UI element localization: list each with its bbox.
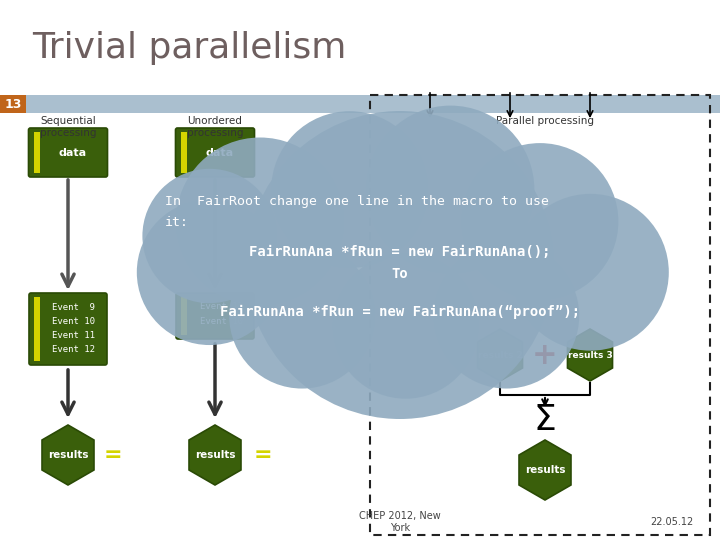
Text: 22.05.12: 22.05.12 xyxy=(650,517,693,527)
FancyBboxPatch shape xyxy=(176,128,254,177)
Text: CHEP 2012, New
York: CHEP 2012, New York xyxy=(359,511,441,533)
Circle shape xyxy=(366,106,534,274)
Text: Parallel processing: Parallel processing xyxy=(496,116,594,126)
Text: FairRunAna *fRun = new FairRunAna();: FairRunAna *fRun = new FairRunAna(); xyxy=(249,245,551,259)
Text: Event 10: Event 10 xyxy=(53,317,96,326)
Bar xyxy=(181,132,186,173)
Text: Unordered
processing: Unordered processing xyxy=(186,116,243,138)
Circle shape xyxy=(512,194,669,350)
Circle shape xyxy=(246,111,554,419)
Text: Event 11: Event 11 xyxy=(199,302,243,311)
Text: it:: it: xyxy=(165,215,189,228)
Circle shape xyxy=(462,143,618,300)
Bar xyxy=(0,95,26,113)
Circle shape xyxy=(271,111,428,268)
Circle shape xyxy=(333,253,478,399)
Bar xyxy=(370,95,710,535)
Bar xyxy=(34,132,40,173)
Polygon shape xyxy=(567,329,613,381)
Text: +: + xyxy=(532,341,558,369)
Text: Event 10: Event 10 xyxy=(199,317,243,326)
Text: Σ: Σ xyxy=(534,403,557,437)
Circle shape xyxy=(176,138,344,306)
FancyBboxPatch shape xyxy=(176,293,254,339)
Text: Sequential
processing: Sequential processing xyxy=(40,116,96,138)
Circle shape xyxy=(143,169,276,303)
Text: data: data xyxy=(59,147,87,158)
Text: In  FairRoot change one line in the macro to use: In FairRoot change one line in the macro… xyxy=(165,195,549,208)
Text: To: To xyxy=(392,267,408,281)
Text: Event 11: Event 11 xyxy=(53,331,96,340)
Bar xyxy=(181,297,187,335)
Bar xyxy=(0,95,720,113)
Circle shape xyxy=(137,199,282,345)
Bar xyxy=(34,297,40,361)
Text: Event 12: Event 12 xyxy=(53,345,96,354)
Text: =: = xyxy=(253,445,272,465)
Text: data: data xyxy=(206,147,234,158)
Text: FairRunAna *fRun = new FairRunAna(“proof”);: FairRunAna *fRun = new FairRunAna(“proof… xyxy=(220,305,580,319)
Text: Event  9: Event 9 xyxy=(53,303,96,312)
Polygon shape xyxy=(42,425,94,485)
Polygon shape xyxy=(189,425,241,485)
FancyBboxPatch shape xyxy=(29,128,107,177)
Text: Trivial parallelism: Trivial parallelism xyxy=(32,31,346,65)
Text: =: = xyxy=(104,445,122,465)
Text: results: results xyxy=(194,450,235,460)
Polygon shape xyxy=(519,440,571,500)
Polygon shape xyxy=(477,329,523,381)
Text: results 2: results 2 xyxy=(477,350,523,360)
Text: results 3: results 3 xyxy=(567,350,613,360)
Text: results: results xyxy=(525,465,565,475)
Text: results: results xyxy=(48,450,89,460)
Text: 13: 13 xyxy=(4,98,22,111)
Circle shape xyxy=(433,243,579,389)
Circle shape xyxy=(229,243,375,389)
FancyBboxPatch shape xyxy=(29,293,107,365)
